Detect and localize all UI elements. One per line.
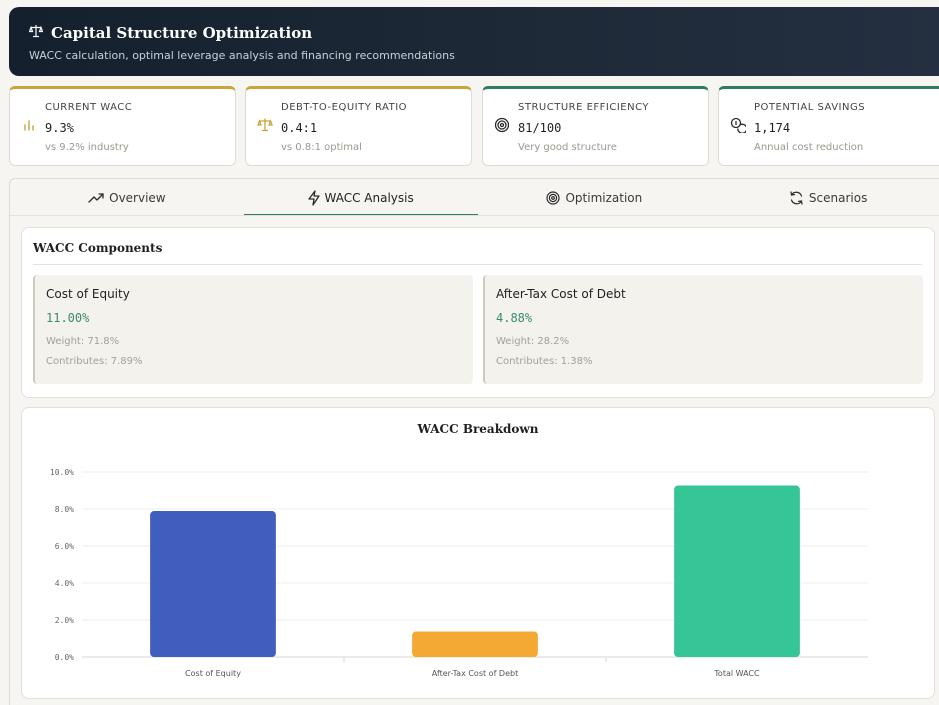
scale-icon	[28, 23, 44, 42]
x-tick-label: Total WACC	[713, 669, 760, 678]
tab-bar: Overview WACC Analysis Optimization Sc	[10, 179, 939, 216]
kpi-card-current-wacc: CURRENT WACC 9.3% vs 9.2% industry	[9, 86, 236, 166]
trend-up-icon	[88, 192, 104, 203]
header-title-row: Capital Structure Optimization	[28, 23, 313, 42]
target-icon	[494, 117, 510, 133]
kpi-sub: Very good structure	[518, 142, 617, 153]
kpi-label: CURRENT WACC	[45, 102, 133, 113]
components-divider	[33, 264, 922, 265]
tab-label: Optimization	[565, 190, 643, 205]
wacc-breakdown-chart: 0.0% 2.0% 4.0% 6.0% 8.0% 10.0% Cost of Equity A…	[50, 468, 868, 678]
kpi-sub: vs 9.2% industry	[45, 142, 129, 153]
y-tick-label: 0.0%	[55, 653, 74, 662]
kpi-card-potential-savings: POTENTIAL SAVINGS 1,174 Annual cost redu…	[718, 86, 939, 166]
target-icon	[546, 190, 561, 205]
component-cost-of-equity: Cost of Equity 11.00% Weight: 71.8% Cont…	[33, 275, 473, 384]
component-after-tax-cost-of-debt: After-Tax Cost of Debt 4.88% Weight: 28.…	[483, 275, 923, 384]
kpi-label: DEBT-TO-EQUITY RATIO	[281, 102, 408, 113]
y-tick-label: 8.0%	[55, 505, 74, 514]
kpi-card-debt-to-equity: DEBT-TO-EQUITY RATIO 0.4:1 vs 0.8:1 opti…	[245, 86, 472, 166]
page-header: Capital Structure Optimization WACC calc…	[9, 7, 939, 76]
y-tick-label: 4.0%	[55, 579, 74, 588]
kpi-card-structure-efficiency: STRUCTURE EFFICIENCY 81/100 Very good st…	[482, 86, 709, 166]
tab-overview[interactable]: Overview	[10, 179, 244, 216]
kpi-label: STRUCTURE EFFICIENCY	[518, 102, 649, 113]
tab-scenarios[interactable]: Scenarios	[711, 179, 939, 216]
kpi-sub: Annual cost reduction	[754, 142, 864, 153]
component-contribution: Contributes: 1.38%	[496, 356, 593, 367]
y-tick-label: 10.0%	[50, 468, 74, 477]
chart-title: WACC Breakdown	[417, 422, 539, 436]
component-name: Cost of Equity	[46, 287, 130, 301]
kpi-value: 0.4:1	[281, 121, 318, 135]
x-tick-label: After-Tax Cost of Debt	[432, 669, 518, 678]
component-name: After-Tax Cost of Debt	[496, 287, 626, 301]
tab-divider	[10, 215, 939, 216]
tab-label: Overview	[109, 190, 166, 205]
component-contribution: Contributes: 7.89%	[46, 356, 143, 367]
component-rate: 4.88%	[496, 311, 533, 325]
y-tick-label: 6.0%	[55, 542, 74, 551]
kpi-value: 1,174	[754, 121, 791, 135]
bar-chart-icon	[21, 117, 37, 133]
page-title: Capital Structure Optimization	[51, 23, 313, 42]
x-tick-label: Cost of Equity	[185, 669, 241, 678]
lightning-icon	[307, 189, 320, 206]
bar-cost-of-equity[interactable]	[150, 511, 276, 657]
tab-label: WACC Analysis	[324, 190, 414, 205]
coins-icon	[730, 117, 748, 134]
bar-after-tax-cost-of-debt[interactable]	[412, 631, 538, 657]
tab-wacc-analysis[interactable]: WACC Analysis	[243, 179, 478, 216]
kpi-label: POTENTIAL SAVINGS	[754, 102, 866, 113]
kpi-value: 81/100	[518, 121, 562, 135]
wacc-breakdown-card: WACC Breakdown 0.0% 2.0% 4.0% 6.0% 8.0% 10.0%…	[21, 407, 935, 699]
tab-label: Scenarios	[808, 190, 868, 205]
y-tick-label: 2.0%	[55, 616, 74, 625]
scale-icon	[257, 117, 273, 133]
component-rate: 11.00%	[46, 311, 90, 325]
component-weight: Weight: 28.2%	[496, 336, 570, 347]
component-weight: Weight: 71.8%	[46, 336, 120, 347]
wacc-components-card: WACC Components Cost of Equity 11.00% We…	[21, 227, 935, 398]
bar-total-wacc[interactable]	[674, 485, 800, 657]
components-title: WACC Components	[33, 241, 163, 255]
tab-optimization[interactable]: Optimization	[478, 179, 712, 216]
kpi-sub: vs 0.8:1 optimal	[281, 142, 362, 153]
page-subtitle: WACC calculation, optimal leverage analy…	[29, 49, 455, 62]
main-panel: Overview WACC Analysis Optimization Sc	[9, 178, 939, 705]
kpi-value: 9.3%	[45, 121, 74, 135]
refresh-icon	[790, 190, 803, 205]
